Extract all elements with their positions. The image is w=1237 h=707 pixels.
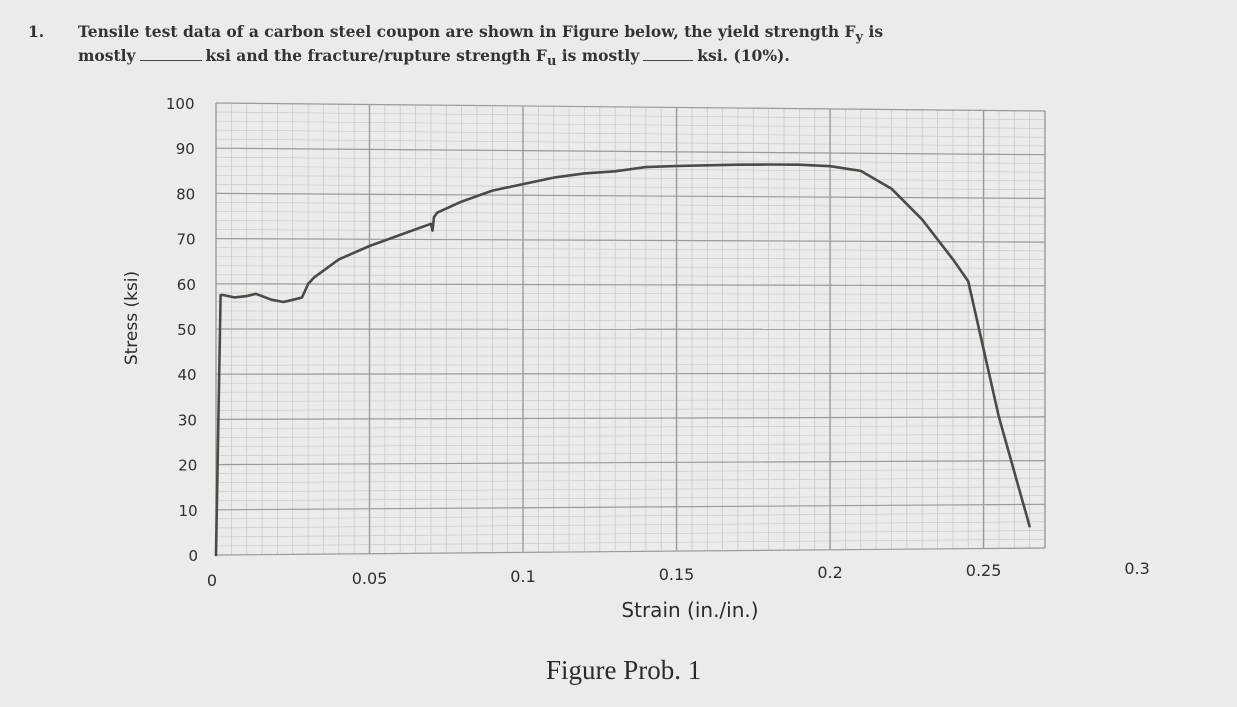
minor-grid-line: [215, 434, 1046, 438]
y-tick-label: 30: [178, 411, 197, 429]
y-tick-labels: 0 10 20 30 40 50 60 70 80 90 100: [166, 95, 198, 565]
minor-grid-line: [215, 521, 1046, 529]
minor-grid-line: [215, 477, 1046, 484]
problem-text-1-tail: is: [863, 22, 884, 41]
problem-text-2b: ksi and the fracture/rupture strength F: [205, 46, 547, 65]
minor-grid-line: [215, 120, 1046, 129]
x-axis-label: Strain (in./in.): [621, 598, 758, 622]
minor-grid-line: [215, 138, 1046, 147]
minor-grid-line: [215, 310, 1046, 313]
y-tick-label: 50: [177, 321, 196, 339]
minor-grid-line: [215, 202, 1046, 208]
problem-text-2a: mostly: [78, 46, 136, 65]
x-tick-label: 0.05: [352, 569, 388, 588]
minor-grid-line: [215, 495, 1046, 502]
y-tick-label: 90: [176, 140, 195, 158]
minor-grid-line: [215, 301, 1046, 304]
fracture-answer-blank[interactable]: [643, 48, 694, 61]
minor-grid-line: [215, 390, 1046, 393]
major-grid-line: [215, 147, 1046, 156]
minor-grid-line: [215, 538, 1046, 547]
minor-grid-line: [215, 442, 1046, 447]
minor-grid-line: [215, 229, 1046, 234]
y-axis-label: Stress (ksi): [122, 271, 142, 365]
major-grid-line: [215, 283, 1046, 287]
problem-text-2c: is mostly: [556, 46, 640, 65]
minor-grid-line: [215, 211, 1046, 217]
minor-grid-line: [215, 129, 1046, 138]
minor-grid-line: [215, 247, 1046, 252]
major-grid-line: [215, 102, 1046, 112]
x-tick-labels: 0 0.05 0.1 0.15 0.2 0.25 0.3: [207, 559, 1150, 590]
minor-grid-line: [215, 274, 1046, 278]
y-tick-label: 0: [188, 547, 198, 565]
x-tick-label: 0.15: [659, 565, 695, 584]
x-tick-label: 0.1: [510, 567, 535, 586]
x-tick-label: 0.2: [817, 563, 842, 582]
x-tick-label: 0.3: [1124, 559, 1149, 578]
major-grid-line: [215, 460, 1046, 466]
y-tick-label: 60: [177, 276, 196, 294]
minor-grid-line: [215, 486, 1046, 493]
problem-text-1: Tensile test data of a carbon steel coup…: [78, 22, 856, 41]
minor-grid-line: [215, 292, 1046, 295]
yield-subscript: y: [855, 30, 864, 46]
major-grid: [215, 102, 1046, 556]
major-grid-line: [215, 503, 1046, 511]
y-tick-label: 10: [179, 502, 198, 520]
figure-caption: Figure Prob. 1: [546, 655, 702, 685]
major-grid-line: [215, 238, 1046, 243]
minor-grid-line: [215, 468, 1046, 474]
minor-grid-line: [215, 407, 1046, 411]
minor-grid-line: [215, 530, 1046, 538]
major-grid-line: [215, 416, 1046, 420]
y-tick-label: 40: [178, 366, 197, 384]
problem-line-1: Tensile test data of a carbon steel coup…: [78, 22, 883, 48]
minor-grid-line: [215, 364, 1046, 366]
y-tick-label: 100: [166, 95, 195, 113]
minor-grid-line: [215, 220, 1046, 225]
y-tick-label: 20: [178, 457, 197, 475]
major-grid-line: [215, 192, 1046, 199]
ultimate-subscript: u: [546, 54, 557, 70]
minor-grid-line: [215, 156, 1046, 164]
y-tick-label: 70: [176, 231, 195, 249]
y-tick-label: 80: [176, 185, 195, 203]
major-grid-line: [215, 372, 1046, 375]
minor-grid-line: [215, 265, 1046, 269]
minor-grid-line: [215, 184, 1046, 191]
minor-grid-line: [215, 174, 1046, 182]
minor-grid-line: [215, 451, 1046, 456]
minor-grid-line: [215, 399, 1046, 402]
problem-line-2: mostly ksi and the fracture/rupture stren…: [78, 46, 790, 72]
x-tick-label: 0: [207, 571, 217, 590]
minor-grid-line: [215, 512, 1046, 520]
minor-grid-line: [215, 256, 1046, 260]
yield-answer-blank[interactable]: [139, 48, 202, 61]
minor-grid-line: [215, 381, 1046, 384]
major-grid-line: [215, 328, 1046, 331]
stress-strain-curve: [214, 163, 1031, 557]
minor-grid-line: [215, 425, 1046, 429]
problem-text-2d: ksi. (10%).: [697, 46, 790, 65]
minor-grid-line: [215, 111, 1046, 121]
problem-number: 1.: [28, 22, 45, 41]
minor-grid-line: [215, 319, 1046, 322]
x-tick-label: 0.25: [966, 561, 1002, 580]
major-grid-line: [215, 547, 1046, 556]
